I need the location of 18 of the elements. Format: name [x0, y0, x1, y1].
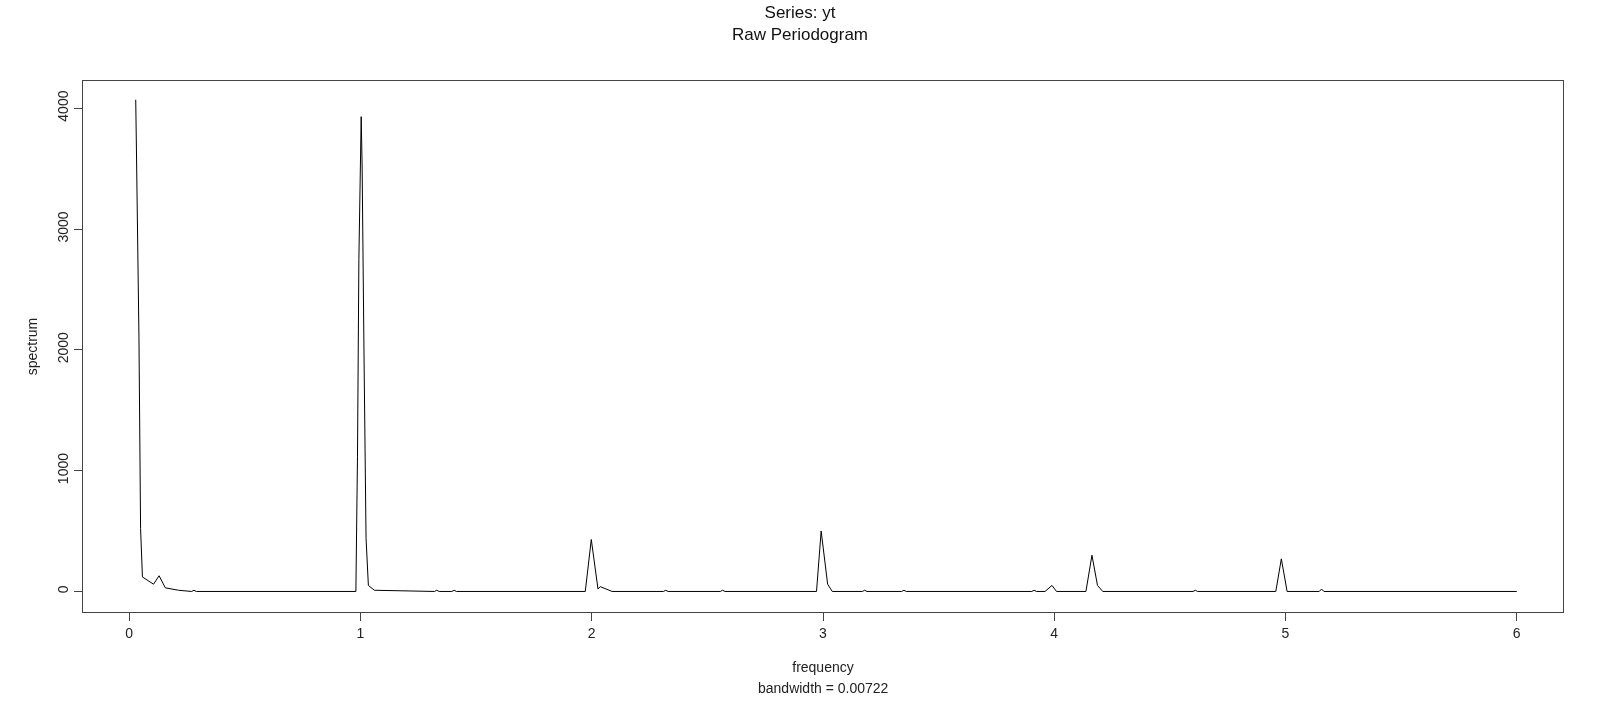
line-series — [135, 99, 1518, 592]
x-tick-label: 6 — [1512, 624, 1521, 641]
x-tick-label: 3 — [819, 624, 828, 641]
y-tick-label: 1000 — [55, 452, 72, 485]
y-tick-label: 2000 — [55, 331, 72, 364]
y-tick-label: 3000 — [55, 211, 72, 243]
x-tick-label: 4 — [1050, 624, 1059, 641]
x-tick-label: 5 — [1281, 624, 1290, 641]
x-tick-label: 1 — [356, 624, 365, 641]
x-axis-title: frequency — [792, 659, 854, 676]
text: bandwidth = 0.00722 — [758, 680, 889, 696]
y-axis-title: spectrum — [24, 317, 40, 376]
chart-title: Series: yt — [764, 2, 836, 22]
y-tick-label: 0 — [55, 585, 72, 594]
y-tick-label: 4000 — [55, 90, 72, 122]
chart-subtitle: Raw Periodogram — [731, 25, 869, 45]
x-tick-label: 0 — [125, 624, 134, 641]
x-tick-label: 2 — [587, 624, 596, 641]
